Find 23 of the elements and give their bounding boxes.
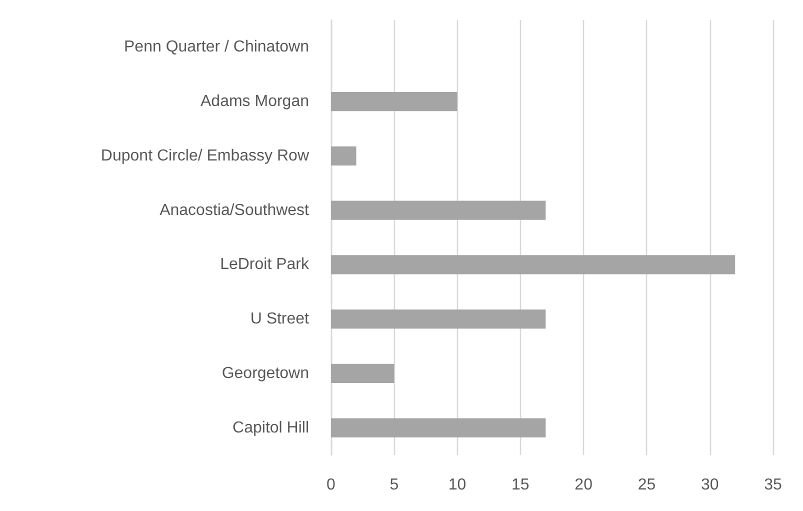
y-tick-label: Anacostia/Southwest: [160, 202, 310, 219]
bar: [331, 364, 394, 383]
x-tick-label: 0: [326, 476, 336, 494]
y-tick-label: Georgetown: [222, 364, 309, 382]
x-tick-label: 35: [764, 476, 782, 494]
y-tick-label: U Street: [250, 310, 310, 328]
bar: [331, 200, 546, 220]
bar: [331, 92, 458, 112]
y-tick-label: Dupont Circle/ Embassy Row: [100, 147, 310, 164]
bar: [331, 255, 736, 274]
bar: [331, 310, 546, 329]
x-tick-label: 5: [390, 476, 399, 494]
y-tick-label: LeDroit Park: [220, 256, 310, 274]
bar: [331, 146, 356, 166]
x-tick-label: 10: [448, 476, 466, 494]
bar: [331, 418, 546, 438]
x-tick-label: 15: [512, 476, 530, 494]
x-tick-label: 25: [638, 476, 656, 494]
y-tick-label: Penn Quarter / Chinatown: [124, 38, 309, 56]
x-tick-label: 20: [574, 476, 593, 494]
y-tick-label: Adams Morgan: [200, 93, 309, 110]
y-tick-label: Capitol Hill: [232, 419, 309, 436]
x-tick-label: 30: [700, 476, 719, 494]
